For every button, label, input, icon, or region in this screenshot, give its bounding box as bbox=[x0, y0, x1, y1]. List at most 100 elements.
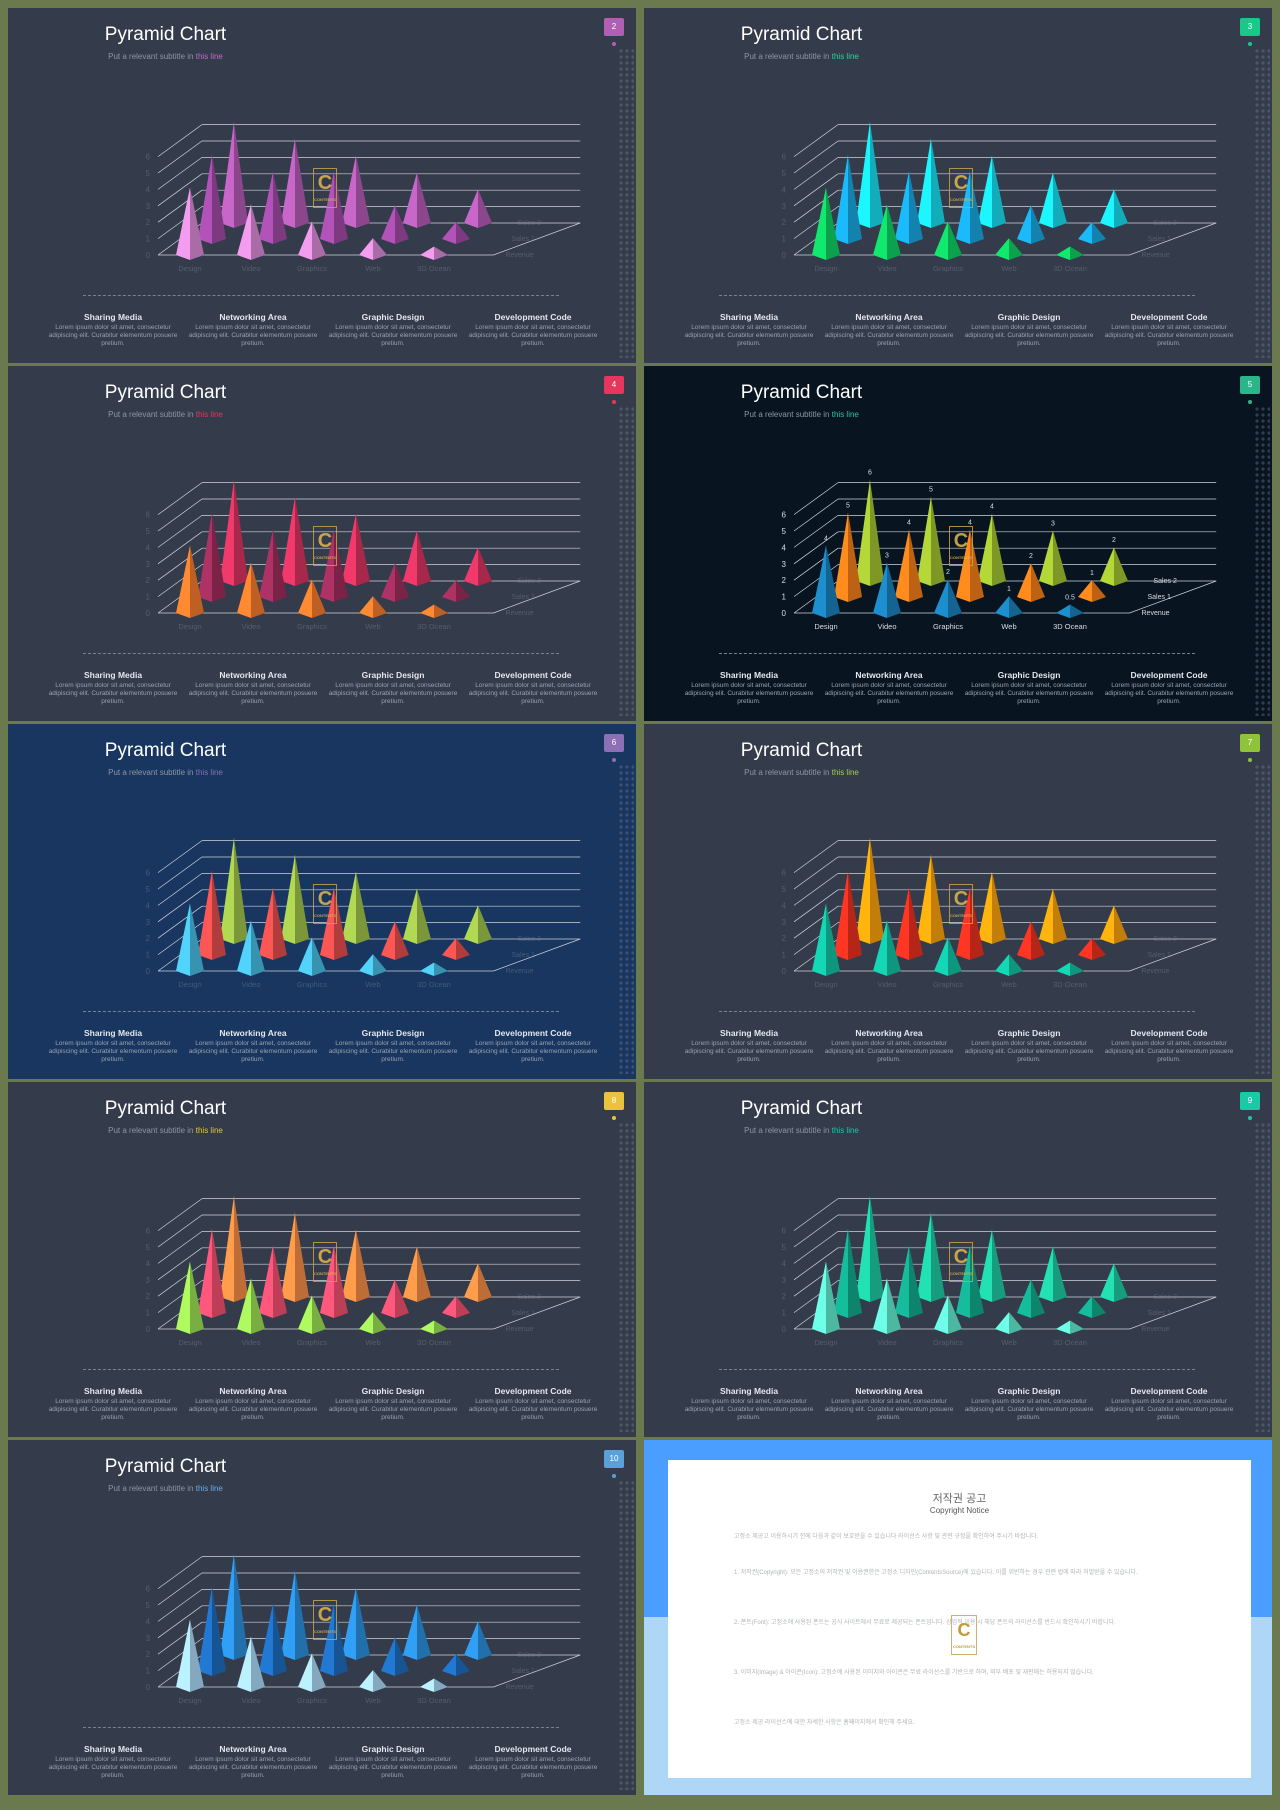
category-label: Video bbox=[241, 1696, 260, 1705]
slide-thumbnail[interactable]: 0 1 2 3 4 5 6 Design Video Graphics Web 3D Ocean Rev… bbox=[8, 724, 636, 1079]
subtitle-highlight: this line bbox=[195, 1126, 223, 1135]
pyramid-sales-1-video bbox=[259, 1245, 287, 1318]
gridline bbox=[793, 1263, 839, 1297]
y-tick-label: 6 bbox=[782, 869, 787, 878]
category-label: 3D Ocean bbox=[1053, 1338, 1087, 1347]
pyramid-sales-2-video bbox=[917, 496, 945, 586]
y-tick-label: 6 bbox=[146, 1227, 151, 1236]
y-tick-label: 4 bbox=[146, 185, 151, 194]
column-heading: Development Code bbox=[494, 1386, 572, 1396]
slide-subtitle: Put a relevant subtitle in this line bbox=[8, 768, 323, 777]
y-tick-label: 0 bbox=[146, 1683, 151, 1692]
slide-subtitle: Put a relevant subtitle in this line bbox=[644, 410, 959, 419]
copyright-notice-slide[interactable]: 저작권 공고 Copyright Notice 고정소 제공고 이용하시기 전에… bbox=[644, 1440, 1272, 1795]
slide-subtitle: Put a relevant subtitle in this line bbox=[644, 768, 959, 777]
series-label: Sales 2 bbox=[518, 1652, 541, 1659]
pyramid-revenue-video bbox=[237, 1636, 265, 1692]
badge-dot-icon bbox=[612, 758, 616, 762]
pyramid-sales-1-3d-ocean bbox=[442, 938, 470, 960]
column-heading: Networking Area bbox=[855, 1386, 923, 1396]
pyramid-revenue-web bbox=[359, 238, 387, 260]
column-body: Lorem ipsum dolor sit amet, consectetur … bbox=[468, 1756, 598, 1779]
slide-thumbnail[interactable]: 0 1 2 3 4 5 6 Design Video Graphics Web 3D Ocean Rev… bbox=[644, 1082, 1272, 1437]
slide-title: Pyramid Chart bbox=[104, 740, 227, 761]
column-body: Lorem ipsum dolor sit amet, consectetur … bbox=[468, 1398, 598, 1421]
badge-dot-icon bbox=[612, 1474, 616, 1478]
slide-number-badge: 8 bbox=[604, 1092, 624, 1110]
gridline bbox=[157, 482, 203, 515]
column-body: Lorem ipsum dolor sit amet, consectetur … bbox=[188, 1040, 318, 1063]
pyramid-revenue-video bbox=[873, 562, 901, 618]
y-tick-label: 5 bbox=[146, 1601, 151, 1610]
gridline bbox=[157, 189, 203, 223]
slide-thumbnail[interactable]: 0 1 2 3 4 5 6 Design Video Graphics Web 3D Ocean Rev… bbox=[8, 1082, 636, 1437]
pyramid-sales-2-video bbox=[281, 854, 309, 944]
slide-subtitle: Put a relevant subtitle in this line bbox=[8, 52, 323, 61]
gridline bbox=[157, 1214, 203, 1248]
y-tick-label: 2 bbox=[146, 1292, 151, 1301]
series-label: Sales 2 bbox=[518, 578, 541, 585]
pyramid-sales-2-video bbox=[281, 138, 309, 228]
category-label: Graphics bbox=[297, 980, 327, 989]
gridline bbox=[793, 1214, 839, 1248]
column-body: Lorem ipsum dolor sit amet, consectetur … bbox=[328, 1040, 458, 1063]
slide-number-badge: 4 bbox=[604, 376, 624, 394]
gridline bbox=[793, 840, 839, 873]
column-body: Lorem ipsum dolor sit amet, consectetur … bbox=[964, 324, 1094, 347]
category-label: Design bbox=[814, 980, 837, 989]
slide-thumbnail[interactable]: 0 1 2 3 4 5 6 Design Video Graphics Web 3D Ocean Rev… bbox=[8, 366, 636, 721]
gridline bbox=[157, 1621, 203, 1655]
axis-line bbox=[493, 938, 581, 972]
contents-logo-icon: C CONTENTS bbox=[313, 884, 337, 924]
column-heading: Networking Area bbox=[219, 1744, 287, 1754]
y-tick-label: 3 bbox=[782, 918, 787, 927]
slide-thumbnail[interactable]: 0 1 2 3 4 5 6 Design Video Graphics Web 3D Ocean Rev… bbox=[8, 8, 636, 363]
pyramid-revenue-web bbox=[995, 1312, 1023, 1334]
pyramid-sales-1-video bbox=[895, 171, 923, 244]
column-body: Lorem ipsum dolor sit amet, consectetur … bbox=[48, 1040, 178, 1063]
pyramid-revenue-web bbox=[995, 238, 1023, 260]
subtitle-text: Put a relevant subtitle in bbox=[108, 768, 194, 777]
pyramid-sales-2-web bbox=[1039, 530, 1067, 586]
y-tick-label: 2 bbox=[782, 218, 787, 227]
slide-thumbnail[interactable]: 0 1 2 3 4 5 6 Design Video Graphics Web 3D Ocean Rev… bbox=[644, 724, 1272, 1079]
text-column: Graphic Design Lorem ipsum dolor sit amet… bbox=[328, 1028, 458, 1064]
series-label: Sales 2 bbox=[1154, 578, 1177, 585]
pyramid-chart: 0 1 2 3 4 5 6 Design Video Graphics Web 3D Ocean Rev… bbox=[782, 837, 1217, 989]
pyramid-sales-1-design bbox=[198, 1586, 226, 1676]
dot-pattern-decoration bbox=[618, 1480, 634, 1790]
y-tick-label: 4 bbox=[146, 1259, 151, 1268]
category-label: 3D Ocean bbox=[417, 1696, 451, 1705]
logo-sub: CONTENTS bbox=[950, 197, 972, 202]
column-body: Lorem ipsum dolor sit amet, consectetur … bbox=[684, 324, 814, 347]
dashed-divider bbox=[83, 653, 559, 654]
y-tick-label: 0 bbox=[782, 251, 787, 260]
data-label: 2 bbox=[1112, 537, 1116, 544]
category-label: 3D Ocean bbox=[417, 622, 451, 631]
pyramid-sales-1-web bbox=[1017, 205, 1045, 244]
contents-logo-icon: C CONTENTS bbox=[313, 526, 337, 566]
logo-sub: CONTENTS bbox=[314, 197, 336, 202]
y-tick-label: 0 bbox=[146, 609, 151, 618]
pyramid-revenue-3d-ocean bbox=[420, 1320, 448, 1334]
logo-sub: CONTENTS bbox=[314, 1629, 336, 1634]
text-column: Networking Area Lorem ipsum dolor sit ame… bbox=[188, 1028, 318, 1064]
category-label: Web bbox=[1001, 264, 1016, 273]
text-column: Graphic Design Lorem ipsum dolor sit amet… bbox=[964, 670, 1094, 706]
y-tick-label: 5 bbox=[782, 169, 787, 178]
text-column: Development Code Lorem ipsum dolor sit am… bbox=[468, 1028, 598, 1064]
slide-thumbnail[interactable]: 0 1 2 3 4 5 6 6 5 4 3 2 5 4 4 2 1 4 3 2 1 0.5 Design Video Graph… bbox=[644, 366, 1272, 721]
series-label: Sales 1 bbox=[512, 594, 535, 601]
gridline bbox=[157, 889, 203, 923]
y-tick-label: 0 bbox=[146, 1325, 151, 1334]
category-label: 3D Ocean bbox=[1053, 622, 1087, 631]
logo-sub: CONTENTS bbox=[314, 555, 336, 560]
slide-thumbnail[interactable]: 0 1 2 3 4 5 6 Design Video Graphics Web 3D Ocean Rev… bbox=[644, 8, 1272, 363]
category-label: Graphics bbox=[933, 622, 963, 631]
y-tick-label: 1 bbox=[782, 1309, 787, 1318]
slide-subtitle: Put a relevant subtitle in this line bbox=[8, 1484, 323, 1493]
slide-thumbnail[interactable]: 0 1 2 3 4 5 6 Design Video Graphics Web 3D Ocean Rev… bbox=[8, 1440, 636, 1795]
y-tick-label: 6 bbox=[146, 1585, 151, 1594]
pyramid-revenue-graphics bbox=[298, 1295, 326, 1334]
column-body: Lorem ipsum dolor sit amet, consectetur … bbox=[328, 1756, 458, 1779]
